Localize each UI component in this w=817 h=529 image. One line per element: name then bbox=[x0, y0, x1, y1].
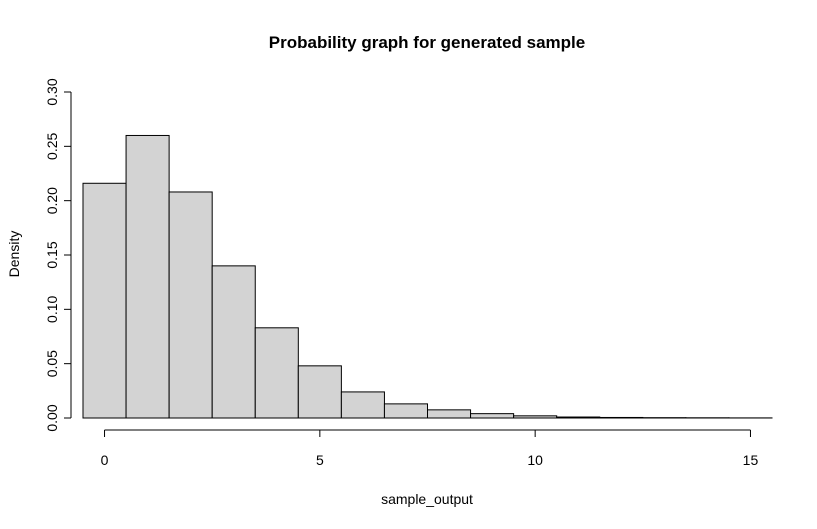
histogram-bar bbox=[340, 391, 385, 419]
y-tick-label: 0.30 bbox=[44, 78, 60, 105]
x-tick-label: 0 bbox=[101, 452, 109, 468]
x-tick-label: 15 bbox=[743, 452, 759, 468]
histogram-bar bbox=[168, 191, 213, 419]
histogram-bar bbox=[125, 134, 170, 419]
histogram-bar bbox=[513, 415, 558, 419]
histogram-bar bbox=[82, 182, 127, 419]
y-tick-label: 0.25 bbox=[44, 132, 60, 159]
histogram-bar bbox=[211, 265, 256, 419]
histogram-bar bbox=[556, 416, 601, 419]
y-axis-label: Density bbox=[6, 231, 22, 278]
y-axis: 0.00 0.05 0.10 0.15 0.20 0.25 0.30 bbox=[44, 78, 72, 432]
x-axis: 0 5 10 15 bbox=[101, 429, 759, 468]
y-tick-label: 0.10 bbox=[44, 295, 60, 322]
histogram-bar bbox=[383, 403, 428, 419]
chart-title: Probability graph for generated sample bbox=[269, 33, 585, 52]
histogram-bar bbox=[254, 327, 299, 419]
histogram-bar bbox=[297, 365, 342, 419]
x-tick-label: 10 bbox=[527, 452, 543, 468]
x-tick-label: 5 bbox=[316, 452, 324, 468]
y-tick-label: 0.05 bbox=[44, 350, 60, 377]
y-tick-label: 0.15 bbox=[44, 241, 60, 268]
bars-group bbox=[82, 134, 773, 419]
y-tick-label: 0.20 bbox=[44, 187, 60, 214]
histogram-bar bbox=[427, 409, 472, 419]
histogram-bar bbox=[599, 416, 644, 419]
x-axis-label: sample_output bbox=[381, 491, 473, 507]
histogram-bar bbox=[470, 413, 515, 419]
y-tick-label: 0.00 bbox=[44, 404, 60, 431]
